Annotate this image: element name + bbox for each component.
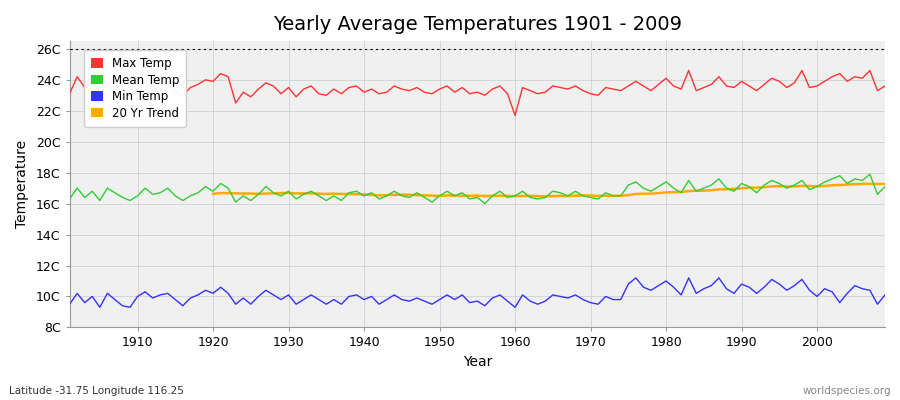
Legend: Max Temp, Mean Temp, Min Temp, 20 Yr Trend: Max Temp, Mean Temp, Min Temp, 20 Yr Tre… xyxy=(84,50,186,127)
Text: worldspecies.org: worldspecies.org xyxy=(803,386,891,396)
Y-axis label: Temperature: Temperature xyxy=(15,140,29,228)
X-axis label: Year: Year xyxy=(463,355,492,369)
Title: Yearly Average Temperatures 1901 - 2009: Yearly Average Temperatures 1901 - 2009 xyxy=(273,15,682,34)
Text: Latitude -31.75 Longitude 116.25: Latitude -31.75 Longitude 116.25 xyxy=(9,386,184,396)
